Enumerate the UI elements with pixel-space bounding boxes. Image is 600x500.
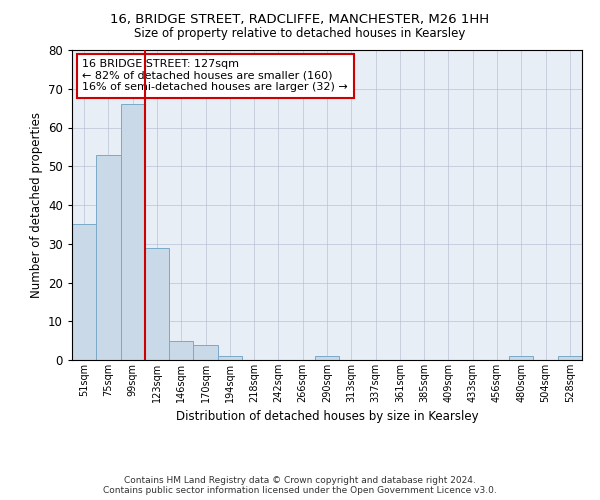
Bar: [169, 340, 193, 360]
Bar: [315, 356, 339, 360]
X-axis label: Distribution of detached houses by size in Kearsley: Distribution of detached houses by size …: [176, 410, 478, 424]
Text: Contains HM Land Registry data © Crown copyright and database right 2024.
Contai: Contains HM Land Registry data © Crown c…: [103, 476, 497, 495]
Text: Size of property relative to detached houses in Kearsley: Size of property relative to detached ho…: [134, 28, 466, 40]
Bar: [509, 356, 533, 360]
Bar: [558, 356, 582, 360]
Text: 16 BRIDGE STREET: 127sqm
← 82% of detached houses are smaller (160)
16% of semi-: 16 BRIDGE STREET: 127sqm ← 82% of detach…: [82, 60, 348, 92]
Bar: [72, 224, 96, 360]
Bar: [145, 248, 169, 360]
Bar: [193, 344, 218, 360]
Bar: [121, 104, 145, 360]
Y-axis label: Number of detached properties: Number of detached properties: [29, 112, 43, 298]
Text: 16, BRIDGE STREET, RADCLIFFE, MANCHESTER, M26 1HH: 16, BRIDGE STREET, RADCLIFFE, MANCHESTER…: [110, 12, 490, 26]
Bar: [96, 154, 121, 360]
Bar: [218, 356, 242, 360]
